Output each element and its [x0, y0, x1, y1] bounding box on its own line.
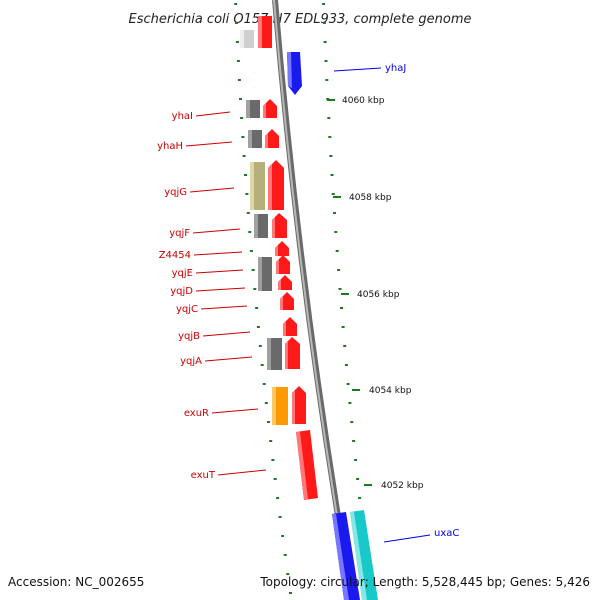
label-yqjF: yqjF	[169, 228, 190, 239]
gene-yhaI	[246, 99, 277, 118]
gene-yqjG	[250, 160, 284, 210]
gene-yhaH	[248, 129, 279, 148]
label-yqjA: yqjA	[180, 356, 202, 367]
scale-labels: 4060 kbp 4058 kbp 4056 kbp 4054 kbp 4052…	[327, 96, 424, 491]
label-exuR: exuR	[184, 408, 209, 419]
label-leaders	[185, 111, 267, 476]
gene-top-gray	[240, 30, 254, 48]
left-gene-labels: yhaI yhaH yqjG yqjF Z4454 yqjE yqjD yqjC…	[157, 111, 216, 481]
gene-yqjA	[267, 337, 300, 370]
gene-Z4454	[275, 241, 289, 256]
label-yqjE: yqjE	[172, 268, 193, 279]
label-yqjG: yqjG	[164, 187, 187, 198]
right-gene-labels: yhaJ uxaC	[385, 63, 459, 539]
scale-label-4054: 4054 kbp	[369, 386, 412, 396]
topology-text: Topology: circular; Length: 5,528,445 bp…	[259, 575, 590, 589]
scale-label-4058: 4058 kbp	[349, 193, 392, 203]
label-yqjB: yqjB	[178, 331, 200, 342]
map-title: Escherichia coli O157:H7 EDL933, complet…	[129, 12, 472, 27]
gene-yqjE	[276, 255, 290, 274]
gene-exuT	[296, 430, 318, 500]
scale-label-4052: 4052 kbp	[381, 481, 424, 491]
accession-text: Accession: NC_002655	[8, 575, 144, 589]
inner-tick-ring	[234, 3, 292, 594]
label-exuT: exuT	[191, 470, 216, 481]
label-leaders-right	[333, 67, 431, 543]
gene-yqjE-gray	[258, 257, 272, 291]
label-yhaI: yhaI	[172, 111, 193, 122]
label-yhaH: yhaH	[157, 141, 183, 152]
label-yqjC: yqjC	[176, 304, 198, 315]
label-yhaJ: yhaJ	[385, 63, 406, 74]
scale-label-4056: 4056 kbp	[357, 290, 400, 300]
scale-label-4060: 4060 kbp	[342, 96, 385, 106]
label-Z4454: Z4454	[159, 250, 191, 261]
gene-yqjB	[283, 317, 297, 336]
gene-uxaC-blue	[332, 512, 360, 600]
label-uxaC: uxaC	[434, 528, 459, 539]
gene-exuR	[272, 386, 306, 425]
gene-blocks	[240, 16, 378, 600]
gene-yqjC	[280, 292, 294, 310]
gene-yhaJ	[287, 52, 302, 95]
label-yqjD: yqjD	[170, 286, 193, 297]
gene-yqjD	[278, 275, 292, 290]
gene-yqjF	[254, 213, 287, 238]
gene-top-red	[258, 16, 272, 48]
gene-uxaC	[350, 510, 378, 600]
